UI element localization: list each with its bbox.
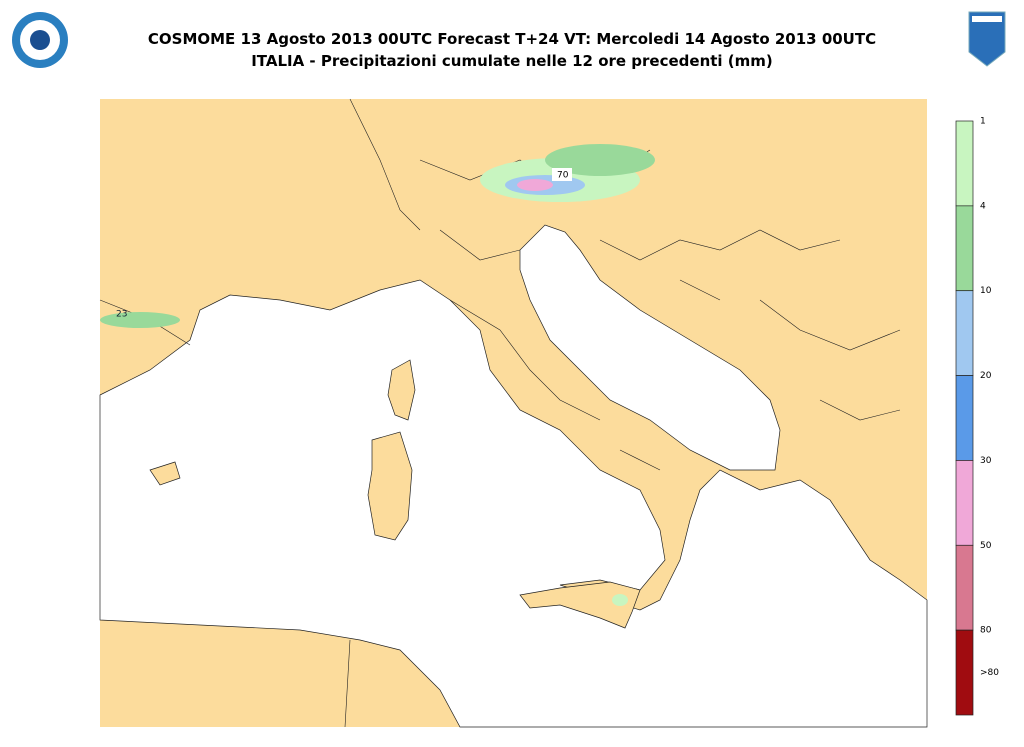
map <box>99 98 928 728</box>
legend-label: 20 <box>980 371 992 381</box>
legend-swatch <box>955 290 974 376</box>
legend-label: 80 <box>980 626 992 636</box>
legend-swatch <box>955 629 974 716</box>
legend-label: 50 <box>980 541 992 551</box>
legend-label: 30 <box>980 456 992 466</box>
legend-label: >80 <box>980 668 999 678</box>
legend-label: 4 <box>980 201 986 211</box>
title: COSMOME 13 Agosto 2013 00UTC Forecast T+… <box>148 30 876 48</box>
legend-swatch <box>955 205 974 292</box>
legend-label: 10 <box>980 286 992 296</box>
legend-swatch <box>955 460 974 546</box>
max-label: 70 <box>557 171 569 181</box>
logo-right <box>968 11 1006 67</box>
legend-swatch <box>955 120 974 207</box>
subtitle: ITALIA - Precipitazioni cumulate nelle 1… <box>251 52 773 70</box>
legend-swatch <box>955 375 974 461</box>
label-box <box>552 168 572 181</box>
logo-left <box>12 12 68 68</box>
max-label: 23 <box>116 310 127 320</box>
legend-label: 1 <box>980 117 986 127</box>
legend-swatch <box>955 544 974 631</box>
legend: 1 4 10 20 30 50 80 >80 <box>955 117 999 716</box>
